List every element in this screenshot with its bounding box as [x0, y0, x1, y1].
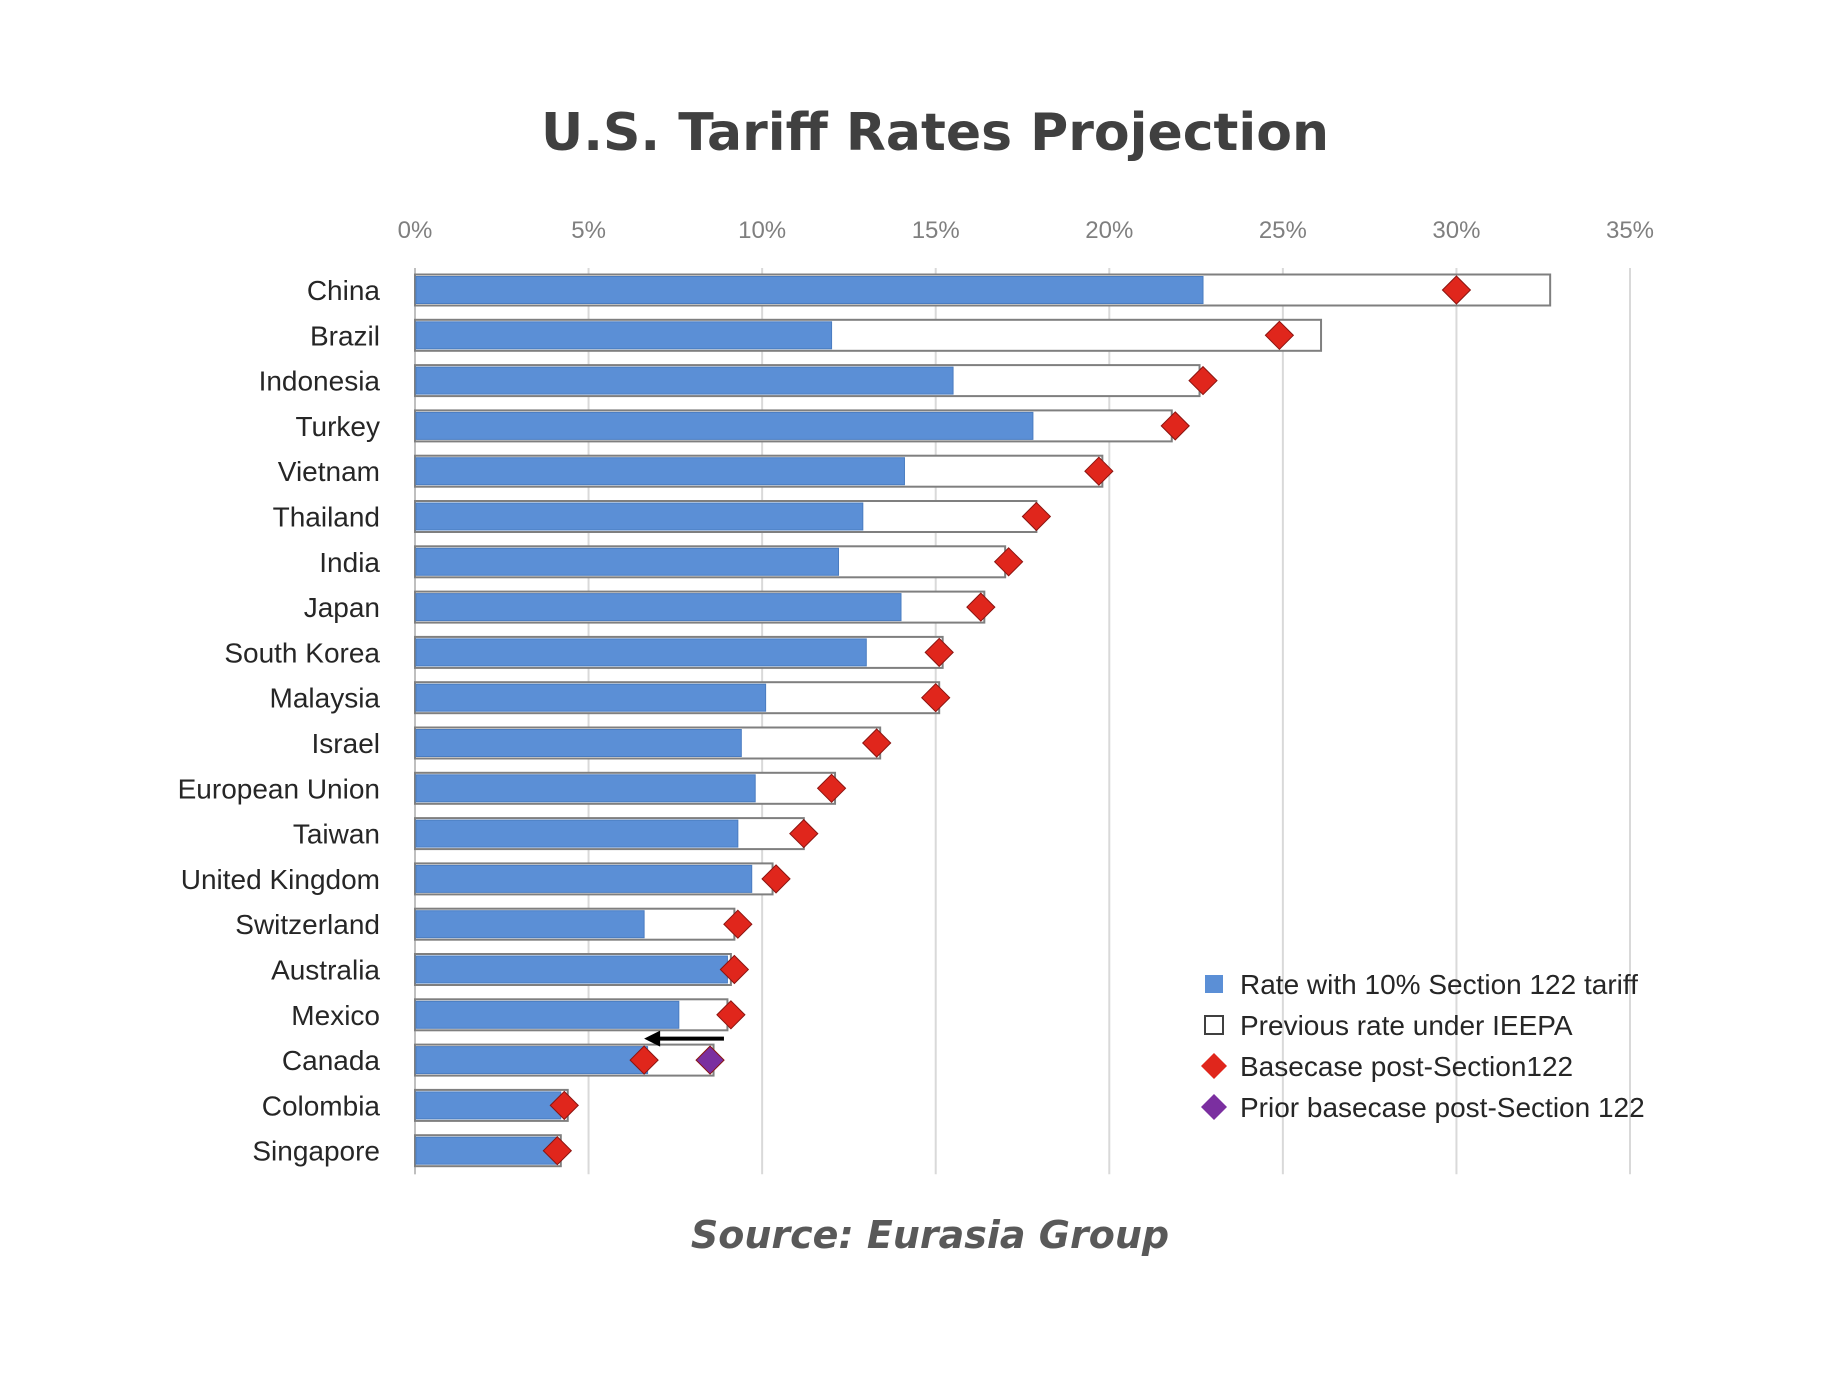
annotations	[644, 1030, 724, 1047]
marker-basecase	[861, 728, 892, 758]
marker-basecase	[716, 1000, 746, 1030]
legend-swatch-previous-rate	[1204, 1015, 1224, 1035]
category-label: South Korea	[224, 637, 380, 668]
legend-label: Prior basecase post-Section 122	[1240, 1092, 1645, 1123]
bar-current-rate	[415, 683, 767, 712]
marker-basecase	[816, 773, 847, 804]
x-tick-label: 10%	[738, 217, 786, 244]
marker-basecase	[629, 1045, 659, 1075]
marker-basecase	[966, 592, 996, 622]
legend-swatch-basecase	[1201, 1053, 1227, 1079]
marker-basecase	[1021, 501, 1052, 532]
markers	[542, 275, 1472, 1166]
category-label: Mexico	[291, 1000, 380, 1031]
marker-basecase	[1264, 320, 1295, 351]
marker-basecase	[761, 864, 791, 894]
x-tick-label: 15%	[912, 217, 960, 244]
x-axis-ticks: 0% 5% 10% 15% 20% 25% 30% 35%	[398, 217, 1654, 244]
category-label: Thailand	[273, 502, 380, 533]
legend-swatch-current-rate	[1205, 975, 1223, 993]
category-label: India	[319, 547, 380, 578]
category-label: Indonesia	[259, 366, 381, 397]
category-label: Turkey	[295, 411, 380, 442]
marker-basecase	[542, 1135, 573, 1166]
x-tick-label: 25%	[1259, 217, 1307, 244]
bar-current-rate	[415, 1000, 680, 1029]
bar-current-rate	[415, 457, 905, 486]
marker-basecase	[719, 954, 750, 985]
legend-label: Previous rate under IEEPA	[1240, 1010, 1573, 1041]
category-labels: China Brazil Indonesia Turkey Vietnam Thailan…	[178, 275, 381, 1167]
bar-current-rate	[415, 910, 645, 939]
category-label: European Union	[178, 773, 380, 804]
legend-swatch-prior-basecase	[1201, 1094, 1227, 1120]
bar-current-rate	[415, 321, 833, 350]
marker-basecase	[921, 682, 951, 713]
marker-basecase	[1188, 365, 1218, 396]
legend: Rate with 10% Section 122 tariff Previous…	[1201, 969, 1645, 1123]
marker-prior-basecase	[695, 1045, 725, 1075]
category-label: Japan	[304, 592, 380, 623]
category-label: Australia	[271, 955, 380, 986]
marker-basecase	[1084, 456, 1114, 486]
marker-basecase	[924, 637, 954, 668]
marker-basecase	[1160, 411, 1190, 441]
bar-current-rate	[415, 1046, 649, 1075]
bar-current-rate	[415, 729, 742, 757]
legend-label: Basecase post-Section122	[1240, 1051, 1573, 1082]
bar-current-rate	[415, 1091, 562, 1120]
annotation-arrow-head	[644, 1030, 661, 1047]
category-label: United Kingdom	[181, 864, 380, 895]
marker-basecase	[549, 1090, 579, 1121]
bar-current-rate	[415, 955, 728, 984]
bar-current-rate	[415, 366, 954, 395]
category-label: Switzerland	[235, 909, 380, 940]
legend-label: Rate with 10% Section 122 tariff	[1240, 969, 1638, 1000]
category-label: China	[307, 275, 381, 306]
x-tick-label: 0%	[398, 217, 433, 244]
bar-current-rate	[415, 819, 739, 848]
bar-current-rate	[415, 1136, 558, 1165]
x-tick-label: 5%	[571, 217, 606, 244]
x-tick-label: 20%	[1085, 217, 1133, 244]
category-label: Taiwan	[293, 819, 380, 850]
category-label: Canada	[282, 1045, 381, 1076]
chart-source: Source: Eurasia Group	[691, 1213, 1169, 1257]
category-label: Colombia	[262, 1090, 381, 1121]
bar-current-rate	[415, 276, 1204, 304]
bar-current-rate	[415, 864, 753, 893]
x-tick-label: 35%	[1606, 217, 1654, 244]
marker-basecase	[723, 909, 753, 939]
chart-title: U.S. Tariff Rates Projection	[541, 103, 1329, 163]
category-label: Brazil	[310, 320, 380, 351]
bar-current-rate	[415, 638, 867, 667]
bar-current-rate	[415, 411, 1034, 440]
category-label: Israel	[312, 728, 380, 759]
category-label: Malaysia	[270, 683, 381, 714]
bar-current-rate	[415, 593, 902, 622]
marker-basecase	[789, 818, 819, 849]
bar-current-rate	[415, 774, 756, 803]
bars	[414, 273, 1552, 1168]
bar-current-rate	[415, 547, 840, 576]
x-tick-label: 30%	[1432, 217, 1480, 244]
bar-current-rate	[415, 502, 864, 531]
marker-basecase	[993, 547, 1024, 577]
marker-basecase	[1441, 275, 1472, 305]
category-label: Vietnam	[278, 456, 380, 487]
category-label: Singapore	[252, 1136, 380, 1167]
